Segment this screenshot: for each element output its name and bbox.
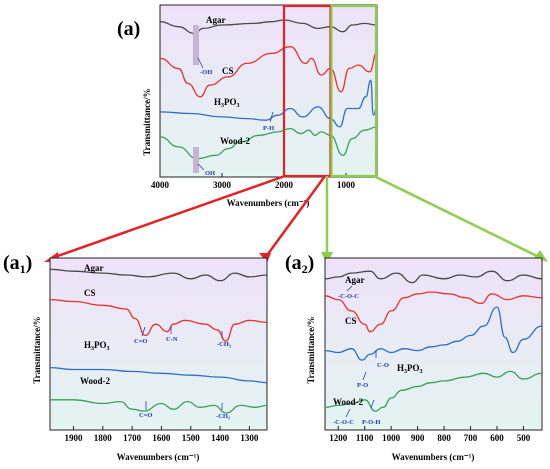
panel-a1-label: (a1) — [3, 252, 32, 276]
oh-band-marker-lower — [193, 147, 199, 173]
svg-text:-CH₃: -CH₃ — [217, 341, 231, 348]
label-agar-a: Agar — [206, 15, 226, 25]
panel-a2: (a2) Transmittance/% Wavenumbers (cm⁻¹) … — [285, 252, 543, 462]
svg-text:P-O: P-O — [357, 382, 368, 389]
label-wood-a1: Wood-2 — [80, 376, 111, 386]
arrow-green-right — [373, 174, 542, 260]
series-line-wood — [159, 126, 378, 160]
panel-a2-xticks: 1200 1100 1000 900 800 700 600 500 — [329, 426, 531, 443]
svg-text:-OH: -OH — [200, 69, 212, 76]
panel-a-xlabel: Wavenumbers (cm⁻¹) — [227, 198, 310, 208]
label-h3po3-a2: H3PO3 — [397, 363, 423, 375]
oh-band-marker-upper — [193, 25, 199, 65]
svg-text:-C-O-C: -C-O-C — [338, 293, 359, 300]
svg-text:P-O-H: P-O-H — [362, 419, 380, 426]
arrow-red-right — [263, 175, 327, 259]
annotation-c-o: C-O — [375, 350, 389, 369]
x-tick-label: 700 — [464, 433, 478, 443]
annotation-c-n: C-N — [166, 326, 178, 343]
x-tick-label: 500 — [517, 433, 531, 443]
svg-text:-C-O-C: -C-O-C — [333, 419, 354, 426]
panel-a2-xlabel: Wavenumbers (cm⁻¹) — [392, 452, 475, 462]
x-tick-label: 1900 — [64, 433, 83, 443]
label-wood-a: Wood-2 — [220, 136, 251, 146]
svg-text:-CH₃: -CH₃ — [216, 413, 230, 420]
series-line-wood — [50, 399, 268, 414]
x-tick-label: 1700 — [123, 433, 142, 443]
svg-text:C-N: C-N — [166, 336, 178, 343]
series-line-cs — [324, 291, 543, 333]
x-tick-label: 1000 — [382, 433, 401, 443]
annotation-p-o: P-O — [357, 371, 368, 389]
series-line-agar — [49, 268, 268, 282]
annotation-p-o-h: P-O-H — [362, 399, 380, 426]
x-tick-label: 800 — [437, 433, 451, 443]
label-h3po3-a: H3PO3 — [214, 97, 240, 109]
x-tick-label: 1000 — [337, 180, 356, 190]
series-line-h3po3 — [324, 306, 543, 361]
panel-a1-xlabel: Wavenumbers (cm⁻¹) — [117, 452, 200, 462]
annotation-p-h: P-H — [263, 111, 274, 132]
label-agar-a2: Agar — [345, 275, 365, 285]
svg-text:OH: OH — [205, 170, 215, 177]
arrow-red-left — [51, 174, 286, 260]
label-cs-a2: CS — [345, 316, 357, 326]
x-tick-label: 1100 — [356, 433, 374, 443]
panel-a2-plot-area — [324, 257, 543, 431]
zoom-arrows — [44, 174, 548, 264]
series-line-h3po3 — [49, 366, 268, 384]
label-wood-a2: Wood-2 — [333, 397, 364, 407]
annotation-c-o-c-agar: -C-O-C — [338, 285, 359, 300]
label-h3po3-a1: H3PO3 — [84, 340, 110, 352]
svg-text:P-H: P-H — [263, 125, 274, 132]
x-tick-label: 1400 — [211, 433, 230, 443]
x-tick-label: 2000 — [275, 180, 294, 190]
x-tick-label: 1500 — [182, 433, 201, 443]
series-line-agar — [324, 270, 543, 284]
annotation-ch3-cs: -CH₃ — [217, 331, 231, 348]
panel-a1-series — [49, 268, 268, 414]
label-cs-a1: CS — [84, 288, 96, 298]
x-tick-label: 1600 — [152, 433, 171, 443]
annotation-oh-upper: -OH — [197, 57, 212, 76]
label-agar-a1: Agar — [84, 263, 104, 273]
x-tick-label: 3000 — [213, 180, 232, 190]
panel-a-label: (a) — [117, 18, 140, 40]
panel-a1-ylabel: Transmittance/% — [32, 316, 42, 383]
panel-a2-label: (a2) — [285, 252, 314, 276]
svg-text:C=O: C=O — [134, 338, 147, 345]
panel-a1: (a1) Transmittance/% Wavenumbers (cm⁻¹) … — [3, 252, 268, 462]
label-cs-a: CS — [222, 66, 234, 76]
series-line-cs — [159, 46, 378, 98]
annotation-c-o-wood: C=O — [139, 401, 152, 419]
x-tick-label: 4000 — [151, 180, 170, 190]
x-tick-label: 1200 — [329, 433, 348, 443]
panel-a: (a) Transmittance/% Wavenumbers (cm⁻¹) 4… — [117, 4, 378, 208]
annotation-c-o-cs: C=O — [134, 326, 147, 345]
annotation-ch3-wood: -CH₃ — [216, 403, 230, 420]
svg-text:C=O: C=O — [139, 412, 152, 419]
x-tick-label: 600 — [490, 433, 504, 443]
x-tick-label: 1300 — [240, 433, 259, 443]
panel-a2-ylabel: Transmittance/% — [306, 316, 316, 383]
series-line-wood — [324, 370, 543, 412]
x-tick-label: 900 — [411, 433, 425, 443]
x-tick-label: 1800 — [94, 433, 113, 443]
annotation-oh-lower: OH — [197, 163, 215, 177]
panel-a1-xticks: 1900 1800 1700 1600 1500 1400 1300 — [64, 426, 259, 443]
svg-text:C-O: C-O — [377, 362, 389, 369]
zoom-box-green — [330, 4, 378, 178]
series-line-h3po3 — [159, 79, 378, 128]
panel-a-ylabel: Transmittance/% — [142, 88, 152, 155]
annotation-c-o-c-wood: -C-O-C — [333, 408, 354, 426]
panel-a2-series — [324, 270, 543, 412]
series-line-cs — [49, 298, 268, 342]
